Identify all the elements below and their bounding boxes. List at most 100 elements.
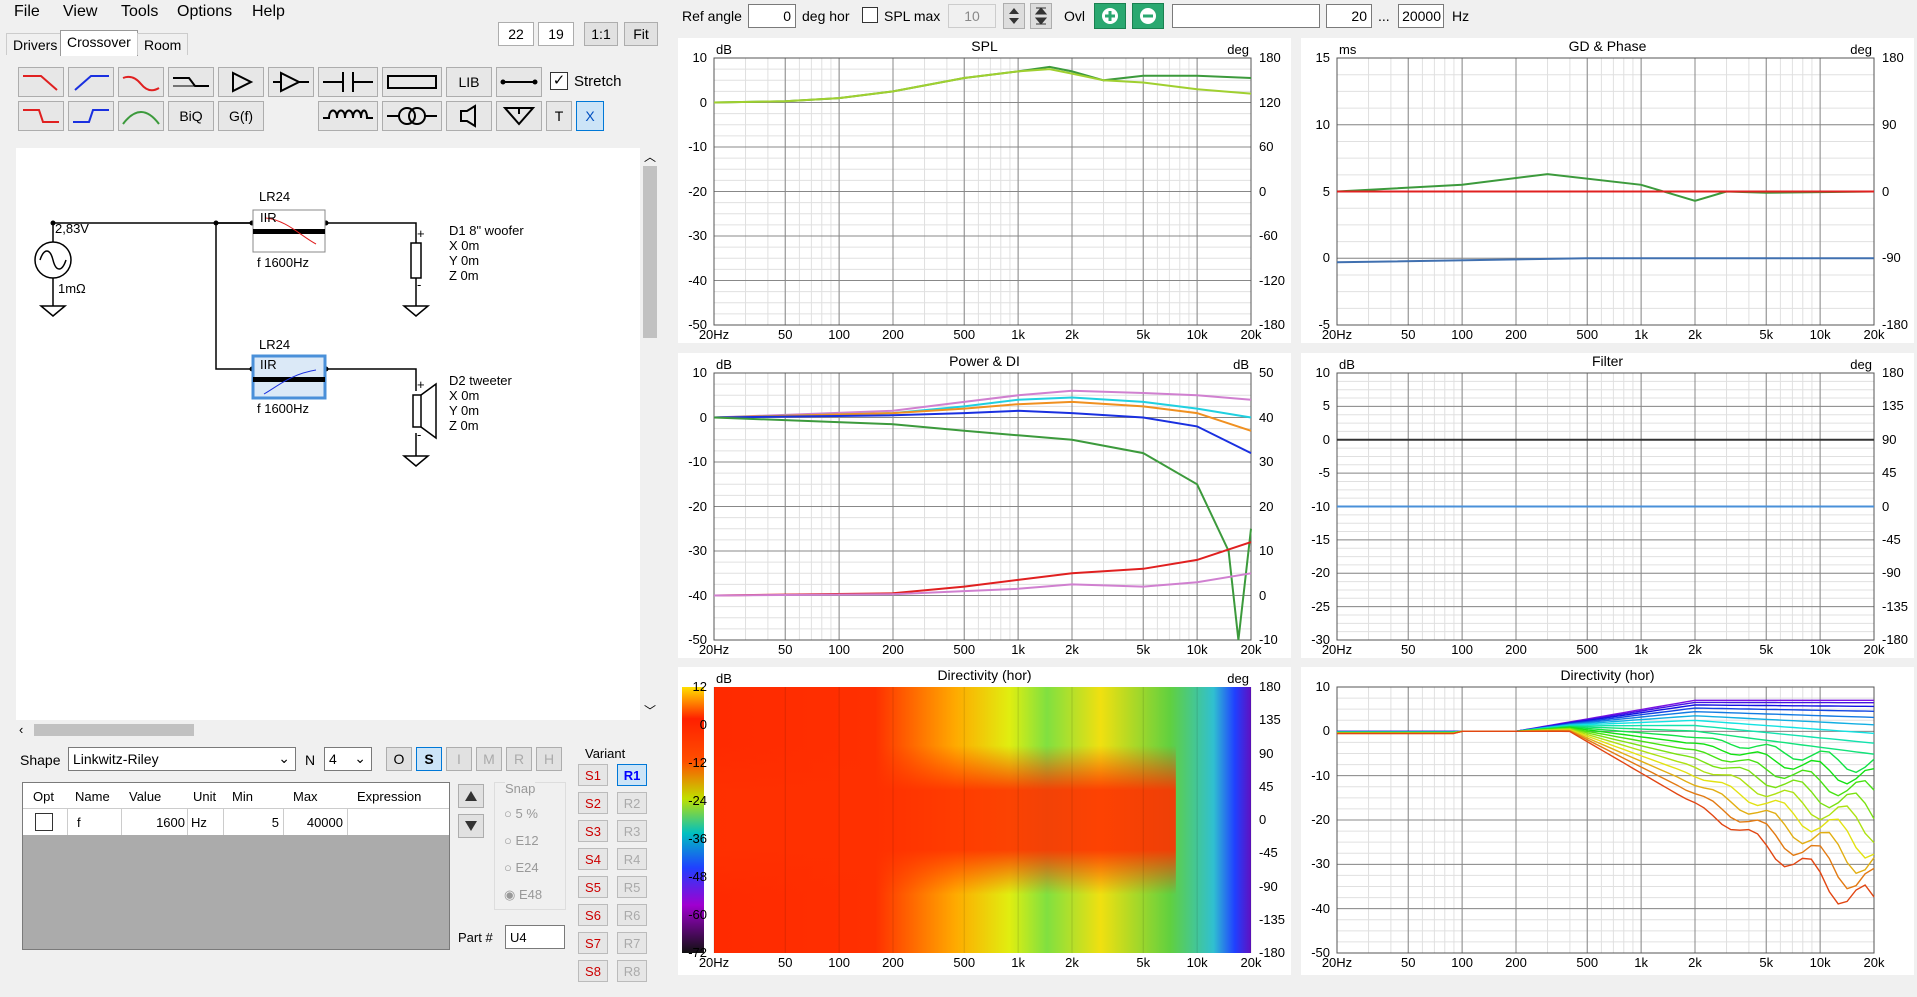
gd-phase-chart[interactable]: GD & Phase 20Hz 50 100 200 500 1k 2k 5k 10k 20k ms d… [1301, 38, 1914, 343]
zoom-value-1[interactable]: 22 [498, 22, 534, 46]
ovl-label: Ovl [1064, 8, 1085, 24]
zoom-out-icon[interactable] [1132, 3, 1164, 29]
buffer-icon[interactable] [268, 67, 314, 97]
driver1-name[interactable]: D1 8" woofer [449, 223, 524, 238]
lowpass-red-2-icon[interactable] [18, 101, 64, 131]
horizontal-scrollbar[interactable]: ‹ [16, 720, 640, 740]
vertical-scrollbar[interactable]: ︿ ﹀ [640, 148, 660, 720]
m-button[interactable]: M [476, 747, 502, 771]
tab-crossover[interactable]: Crossover [60, 30, 138, 56]
filter-chart[interactable]: Filter 20Hz 50 100 200 500 1k 2k 5k 10k 20k dB deg 10… [1301, 353, 1914, 658]
i-button[interactable]: I [446, 747, 472, 771]
order-select[interactable]: 4 ⌄ [324, 747, 372, 771]
variant-r4[interactable]: R4 [617, 848, 647, 870]
variant-r5[interactable]: R5 [617, 876, 647, 898]
spl-chart[interactable]: SPL 20Hz 50 100 200 500 1k 2k 5k 10k 20k dB deg 10 0 -1… [678, 38, 1291, 343]
row-value[interactable]: 1600 [156, 815, 185, 830]
bandpass-green-icon[interactable] [118, 101, 164, 131]
driver2-name[interactable]: D2 tweeter [449, 373, 512, 388]
zoom-in-icon[interactable] [1094, 3, 1126, 29]
snap-option-e12[interactable]: ○ E12 [504, 833, 539, 848]
tab-room[interactable]: Room [137, 33, 189, 55]
variant-r1[interactable]: R1 [617, 764, 647, 786]
shelf-icon[interactable] [168, 67, 214, 97]
directivity-curves-chart[interactable]: Directivity (hor) 20Hz 50 100 200 500 1k 2k 5k 10… [1301, 667, 1914, 975]
filter1-type[interactable]: LR24 [259, 189, 291, 204]
biquad-button[interactable]: BiQ [168, 101, 214, 131]
spl-max-spinner-icon[interactable] [1003, 3, 1025, 29]
r-button[interactable]: R [506, 747, 532, 771]
opt-checkbox[interactable] [35, 813, 53, 831]
variant-r3[interactable]: R3 [617, 820, 647, 842]
s-button[interactable]: S [416, 747, 442, 771]
o-button[interactable]: O [386, 747, 412, 771]
spl-max-limit-icon[interactable] [1030, 3, 1052, 29]
capacitor-icon[interactable] [318, 67, 378, 97]
transformer-icon[interactable] [382, 101, 442, 131]
zoom-value-2[interactable]: 19 [538, 22, 574, 46]
tab-drivers[interactable]: Drivers [6, 33, 65, 55]
bandpass-red-icon[interactable] [118, 67, 164, 97]
freq-low-input[interactable]: 20 [1326, 4, 1372, 28]
spl-max-input[interactable]: 10 [948, 4, 996, 28]
row-max[interactable]: 40000 [306, 815, 343, 830]
library-button[interactable]: LIB [446, 67, 492, 97]
transfer-function-button[interactable]: G(f) [218, 101, 264, 131]
speaker-icon[interactable] [446, 101, 492, 131]
variant-s7[interactable]: S7 [578, 932, 608, 954]
overlay-input[interactable] [1172, 4, 1320, 28]
variant-r7[interactable]: R7 [617, 932, 647, 954]
variant-s2[interactable]: S2 [578, 792, 608, 814]
variant-r2[interactable]: R2 [617, 792, 647, 814]
horizontal-scroll-thumb[interactable] [34, 724, 194, 736]
amplifier-icon[interactable] [218, 67, 264, 97]
power-di-chart[interactable]: Power & DI 20Hz 50 100 200 500 1k 2k 5k 10k 20k dB d… [678, 353, 1291, 658]
scroll-up-icon[interactable]: ︿ [644, 150, 657, 164]
table-row[interactable]: f 1600 Hz 5 40000 [23, 809, 449, 835]
x-tick-label: 200 [882, 327, 904, 342]
variant-s5[interactable]: S5 [578, 876, 608, 898]
variant-s6[interactable]: S6 [578, 904, 608, 926]
variant-s1[interactable]: S1 [578, 764, 608, 786]
menu-help[interactable]: Help [252, 3, 285, 20]
variant-r6[interactable]: R6 [617, 904, 647, 926]
resistor-icon[interactable] [382, 67, 442, 97]
variant-s3[interactable]: S3 [578, 820, 608, 842]
ratio-button[interactable]: 1:1 [584, 22, 618, 46]
variant-s8[interactable]: S8 [578, 960, 608, 982]
ground-icon[interactable] [496, 101, 542, 131]
variant-r8[interactable]: R8 [617, 960, 647, 982]
part-input[interactable]: U4 [505, 925, 565, 949]
text-tool-button[interactable]: T [546, 101, 572, 131]
shape-select[interactable]: Linkwitz-Riley ⌄ [68, 747, 296, 771]
snap-option-e48[interactable]: ◉ E48 [504, 887, 542, 903]
vertical-scroll-thumb[interactable] [643, 166, 657, 338]
menu-options[interactable]: Options [177, 3, 233, 20]
schematic-canvas[interactable]: 2,83V 1mΩ LR24 IIR f 1600Hz LR24 IIR f 1… [16, 148, 660, 720]
menu-view[interactable]: View [63, 3, 98, 20]
h-button[interactable]: H [536, 747, 562, 771]
snap-option-5[interactable]: ○ 5 % [504, 806, 538, 821]
filter2-type[interactable]: LR24 [259, 337, 291, 352]
menu-file[interactable]: File [14, 3, 40, 20]
menu-tools[interactable]: Tools [121, 3, 159, 20]
spl-max-checkbox[interactable] [862, 7, 878, 23]
variant-s4[interactable]: S4 [578, 848, 608, 870]
row-min[interactable]: 5 [271, 815, 279, 830]
directivity-map-chart[interactable]: Directivity (hor) 20Hz 50 100 200 500 1k 2k 5k 10… [678, 667, 1291, 975]
inductor-icon[interactable] [318, 101, 378, 131]
fit-button[interactable]: Fit [624, 22, 658, 46]
move-down-icon[interactable] [458, 814, 484, 838]
stretch-checkbox[interactable]: ✓ [550, 72, 568, 90]
snap-option-e24[interactable]: ○ E24 [504, 860, 539, 875]
scroll-left-icon[interactable]: ‹ [19, 722, 24, 737]
highpass-blue-icon[interactable] [68, 67, 114, 97]
wire-icon[interactable] [496, 67, 542, 97]
freq-high-input[interactable]: 20000 [1398, 4, 1444, 28]
scroll-down-icon[interactable]: ﹀ [644, 704, 657, 718]
ref-angle-input[interactable]: 0 [748, 4, 796, 28]
x-tool-button[interactable]: X [576, 101, 604, 131]
highpass-blue-2-icon[interactable] [68, 101, 114, 131]
lowpass-red-icon[interactable] [18, 67, 64, 97]
move-up-icon[interactable] [458, 784, 484, 808]
